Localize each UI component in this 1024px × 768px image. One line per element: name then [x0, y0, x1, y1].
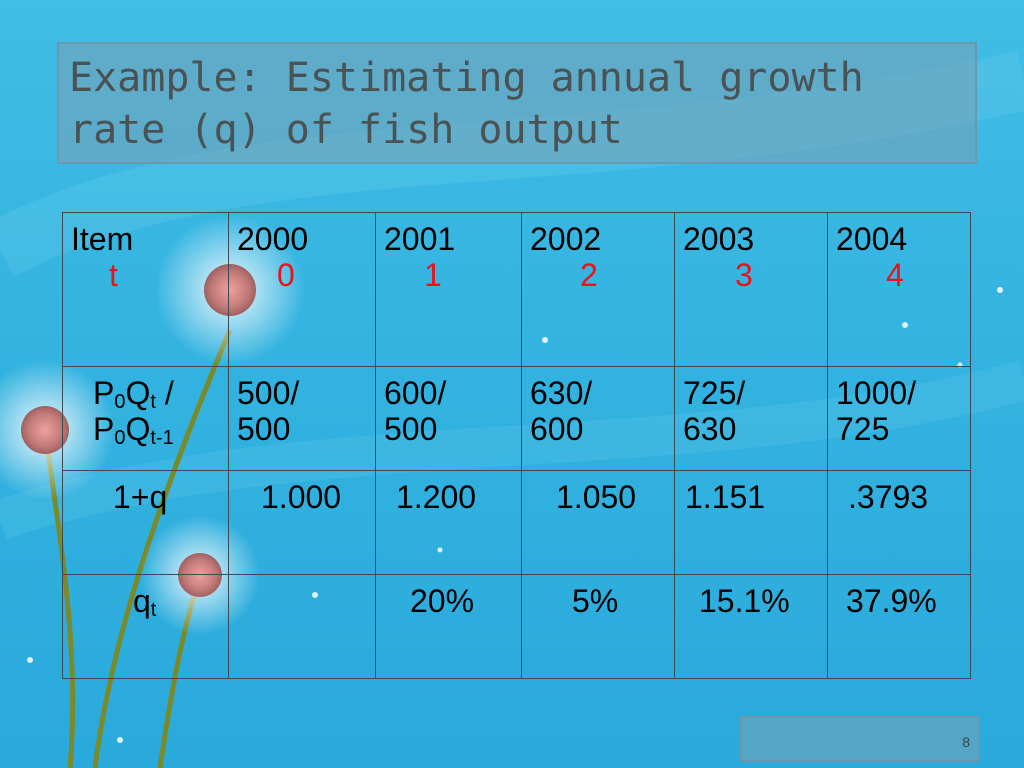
t-index: 4: [886, 257, 904, 293]
ratio-numerator: 500/: [237, 375, 300, 411]
ratio-denominator: 630: [683, 411, 737, 447]
slide-title: Example: Estimating annual growth rate (…: [69, 52, 965, 156]
ratio-cell: 725/ 630: [674, 366, 828, 471]
year-cell: 2000 0: [228, 212, 376, 367]
growth-rate-table: Item t 2000 0 2001 1 2002 2 2003 3 2004 …: [62, 212, 971, 679]
t-index: 2: [580, 257, 598, 293]
q-label-cell: qt: [62, 574, 229, 679]
ratio-denominator: 725: [836, 411, 890, 447]
one-plus-q-cell: .3793: [827, 470, 971, 575]
t-index: 1: [424, 257, 442, 293]
title-line-1: Example: Estimating annual growth: [69, 55, 864, 101]
table-row: 1+q 1.000 1.200 1.050 1.151 .3793: [62, 470, 971, 575]
ratio-numerator: 725/: [683, 375, 746, 411]
q-cell: [228, 574, 376, 679]
t-index: 3: [735, 257, 753, 293]
one-plus-q-cell: 1.050: [521, 470, 675, 575]
q-cell: 20%: [375, 574, 522, 679]
ratio-cell: 500/ 500: [228, 366, 376, 471]
title-line-2: rate (q) of fish output: [69, 107, 623, 153]
one-plus-q-cell: 1.200: [375, 470, 522, 575]
year-label: 2000: [237, 221, 309, 257]
ratio-denominator-label: P0Qt-1: [93, 411, 174, 449]
table-row: P0Qt / P0Qt-1 500/ 500 600/ 500 630/ 600…: [62, 366, 971, 471]
ratio-cell: 600/ 500: [375, 366, 522, 471]
year-cell: 2001 1: [375, 212, 522, 367]
table-row: qt 20% 5% 15.1% 37.9%: [62, 574, 971, 679]
ratio-cell: 1000/ 725: [827, 366, 971, 471]
t-label: t: [109, 257, 118, 293]
one-plus-q-label: 1+q: [62, 470, 229, 575]
slide-number: 8: [962, 734, 970, 750]
header-item-cell: Item t: [62, 212, 229, 367]
year-cell: 2003 3: [674, 212, 828, 367]
year-label: 2002: [530, 221, 602, 257]
table-row: Item t 2000 0 2001 1 2002 2 2003 3 2004 …: [62, 212, 971, 367]
ratio-numerator-label: P0Qt /: [93, 375, 174, 413]
ratio-numerator: 600/: [384, 375, 447, 411]
ratio-numerator: 630/: [530, 375, 593, 411]
one-plus-q-cell: 1.151: [674, 470, 828, 575]
ratio-denominator: 500: [237, 411, 291, 447]
ratio-cell: 630/ 600: [521, 366, 675, 471]
ratio-numerator: 1000/: [836, 375, 917, 411]
t-index: 0: [277, 257, 295, 293]
ratio-denominator: 500: [384, 411, 438, 447]
slide-number-box: 8: [740, 716, 980, 762]
ratio-label-cell: P0Qt / P0Qt-1: [62, 366, 229, 471]
year-cell: 2004 4: [827, 212, 971, 367]
q-cell: 5%: [521, 574, 675, 679]
year-cell: 2002 2: [521, 212, 675, 367]
one-plus-q-cell: 1.000: [228, 470, 376, 575]
title-box: Example: Estimating annual growth rate (…: [57, 42, 977, 164]
year-label: 2001: [384, 221, 456, 257]
q-cell: 37.9%: [827, 574, 971, 679]
q-cell: 15.1%: [674, 574, 828, 679]
year-label: 2004: [836, 221, 908, 257]
ratio-denominator: 600: [530, 411, 584, 447]
item-label: Item: [71, 221, 134, 257]
year-label: 2003: [683, 221, 755, 257]
